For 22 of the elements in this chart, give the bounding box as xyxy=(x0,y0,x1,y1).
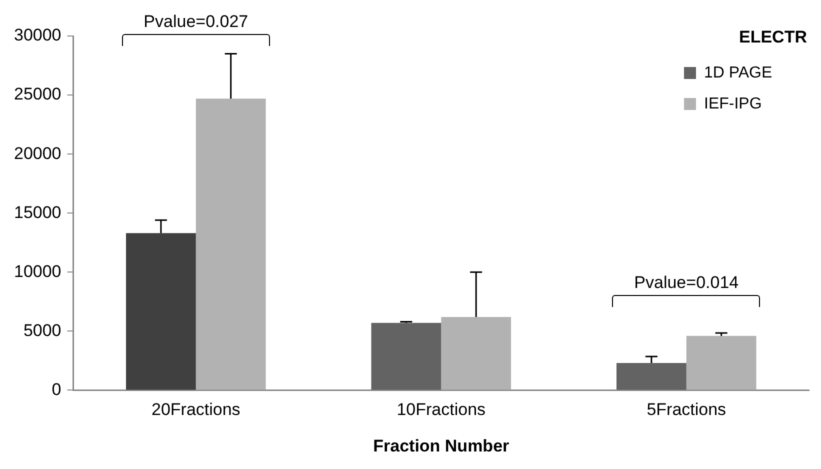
y-tick-label: 10000 xyxy=(14,262,62,281)
bar xyxy=(371,322,442,390)
text: Pvalue=0.027 xyxy=(144,12,248,31)
annotation: Pvalue=0.014 xyxy=(634,273,739,292)
x-axis-title: Fraction Number xyxy=(373,436,510,456)
y-tick-label: 25000 xyxy=(14,84,62,104)
x-tick-label: 5Fractions xyxy=(646,400,726,420)
y-tick-label: 15000 xyxy=(14,202,62,222)
bar xyxy=(616,363,686,390)
bar xyxy=(441,317,512,390)
legend-label: 1D PAGE xyxy=(704,64,772,82)
x-tick-label: 10Fractions xyxy=(396,400,486,420)
bar xyxy=(126,233,196,390)
bar xyxy=(686,336,756,390)
bar xyxy=(196,98,266,390)
legend-title: ELECTR xyxy=(739,28,807,47)
y-tick-label: 5000 xyxy=(23,320,62,340)
y-tick-label: 20000 xyxy=(14,144,62,163)
x-tick-label: 20Fractions xyxy=(151,400,240,420)
y-tick-label: 30000 xyxy=(14,26,62,45)
y-tick-label: 0 xyxy=(52,380,62,399)
legend-label: IEF-IPG xyxy=(704,95,762,112)
